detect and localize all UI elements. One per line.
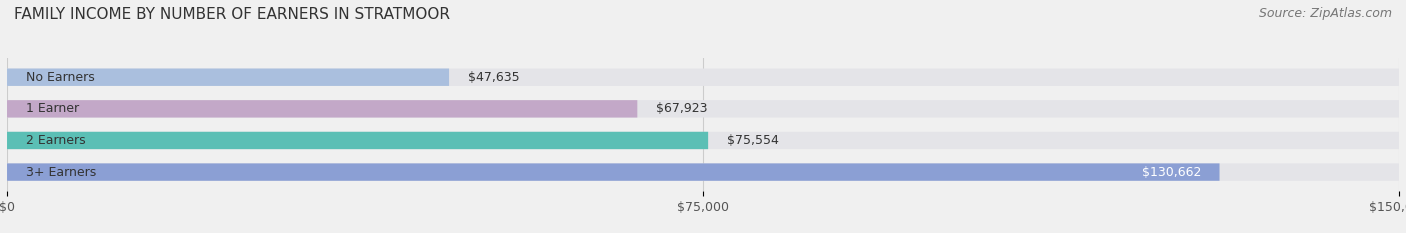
Text: $130,662: $130,662: [1142, 166, 1201, 178]
Text: 3+ Earners: 3+ Earners: [25, 166, 96, 178]
Text: $47,635: $47,635: [468, 71, 519, 84]
Text: FAMILY INCOME BY NUMBER OF EARNERS IN STRATMOOR: FAMILY INCOME BY NUMBER OF EARNERS IN ST…: [14, 7, 450, 22]
FancyBboxPatch shape: [7, 100, 1399, 117]
Text: Source: ZipAtlas.com: Source: ZipAtlas.com: [1258, 7, 1392, 20]
FancyBboxPatch shape: [7, 69, 449, 86]
Text: $75,554: $75,554: [727, 134, 779, 147]
FancyBboxPatch shape: [7, 100, 637, 117]
FancyBboxPatch shape: [7, 163, 1219, 181]
FancyBboxPatch shape: [7, 163, 1399, 181]
Text: 1 Earner: 1 Earner: [25, 102, 79, 115]
FancyBboxPatch shape: [7, 69, 1399, 86]
FancyBboxPatch shape: [7, 132, 709, 149]
Text: $67,923: $67,923: [655, 102, 707, 115]
FancyBboxPatch shape: [7, 132, 1399, 149]
Text: 2 Earners: 2 Earners: [25, 134, 86, 147]
Text: No Earners: No Earners: [25, 71, 94, 84]
